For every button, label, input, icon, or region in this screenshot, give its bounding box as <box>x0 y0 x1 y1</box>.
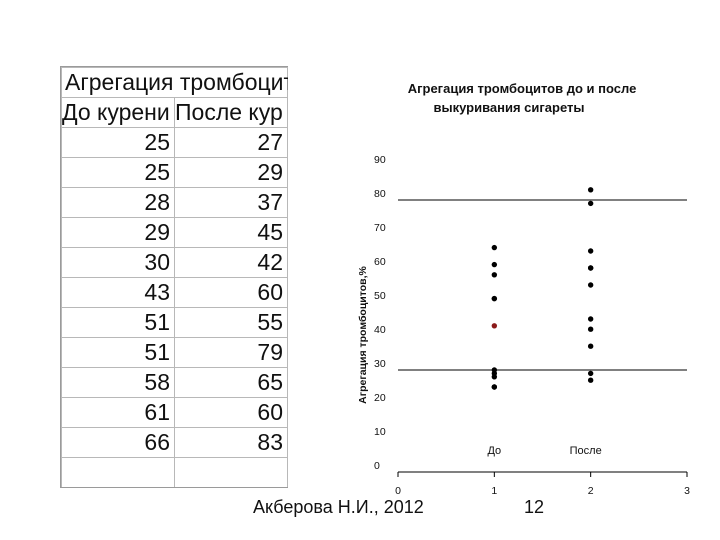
cell-after: 29 <box>174 157 288 188</box>
footer-author: Акберова Н.И., 2012 <box>253 497 424 517</box>
cell-after: 60 <box>174 277 288 308</box>
table-row: 29 45 <box>61 217 288 248</box>
data-point <box>587 343 594 349</box>
cell-before: 25 <box>61 127 175 158</box>
data-point <box>587 316 594 322</box>
cell-before: 29 <box>61 217 175 248</box>
x-tick-label: 1 <box>491 485 497 497</box>
empty-cell <box>175 488 288 489</box>
table-row: 43 60 <box>61 277 288 308</box>
chart-title-line2: выкуривания сигареты <box>433 100 584 115</box>
cell-before: 58 <box>61 367 175 398</box>
data-point <box>491 384 498 390</box>
scatter-chart: Агрегация тромбоцитов до и после выкурива… <box>357 81 690 497</box>
cell-after: 83 <box>174 427 288 458</box>
data-point <box>587 282 594 288</box>
chart-title-line1: Агрегация тромбоцитов до и после <box>408 81 637 96</box>
empty-cell <box>174 457 288 487</box>
data-point <box>491 367 498 373</box>
data-point <box>587 370 594 377</box>
y-tick-label: 10 <box>374 426 386 438</box>
data-point <box>491 295 498 302</box>
table-row: 58 65 <box>61 367 288 398</box>
data-point <box>587 377 594 383</box>
cell-before: 30 <box>61 247 175 278</box>
data-point <box>587 326 594 332</box>
table-row: 51 79 <box>61 337 288 368</box>
y-tick-label: 50 <box>374 290 386 302</box>
empty-cell <box>62 488 175 489</box>
cell-after: 65 <box>174 367 288 398</box>
header-after: После кур <box>174 97 288 128</box>
y-tick-label: 90 <box>374 154 386 166</box>
cell-after: 79 <box>174 337 288 368</box>
y-tick-label: 80 <box>374 188 386 200</box>
y-tick-label: 20 <box>374 392 386 404</box>
empty-row <box>62 488 288 489</box>
empty-cell <box>61 457 175 487</box>
spreadsheet: Агрегация тромбоцит До курени После кур … <box>60 66 288 488</box>
table-row: 25 29 <box>61 157 288 188</box>
x-tick-label: 3 <box>684 485 690 497</box>
cell-before: 61 <box>61 397 175 428</box>
y-tick-label: 0 <box>374 460 380 472</box>
y-tick-label: 60 <box>374 256 386 268</box>
data-point <box>587 200 594 207</box>
table-row: 25 27 <box>61 127 288 158</box>
table-row: 61 60 <box>61 397 288 428</box>
x-tick-label: 2 <box>588 485 594 497</box>
data-point <box>491 323 498 329</box>
cell-after: 37 <box>174 187 288 218</box>
page-number: 12 <box>524 497 545 517</box>
data-point <box>587 187 594 193</box>
empty-row <box>61 457 288 487</box>
category-label: После <box>570 445 602 457</box>
cell-after: 42 <box>174 247 288 278</box>
sheet-title: Агрегация тромбоцит <box>61 67 288 98</box>
table-row: 51 55 <box>61 307 288 338</box>
table-row: 28 37 <box>61 187 288 218</box>
cell-after: 27 <box>174 127 288 158</box>
y-tick-label: 70 <box>374 222 386 234</box>
cell-before: 28 <box>61 187 175 218</box>
table-row: 30 42 <box>61 247 288 278</box>
y-tick-label: 30 <box>374 358 386 370</box>
data-point <box>491 272 498 278</box>
cell-before: 25 <box>61 157 175 188</box>
cell-before: 66 <box>61 427 175 458</box>
cell-after: 60 <box>174 397 288 428</box>
cell-before: 51 <box>61 337 175 368</box>
cell-before: 43 <box>61 277 175 308</box>
category-label: До <box>487 445 501 457</box>
data-point <box>587 265 594 271</box>
y-tick-label: 40 <box>374 324 386 336</box>
cell-after: 55 <box>174 307 288 338</box>
table-row: 66 83 <box>61 427 288 458</box>
data-point <box>491 261 498 268</box>
data-point <box>491 244 498 251</box>
data-point <box>587 248 594 254</box>
cell-after: 45 <box>174 217 288 248</box>
x-tick-label: 0 <box>395 485 401 497</box>
y-axis-label: Агрегация тромбоцитов,% <box>357 265 369 403</box>
data-table: Агрегация тромбоцит До курени После кур … <box>61 67 288 489</box>
header-before: До курени <box>61 97 175 128</box>
cell-before: 51 <box>61 307 175 338</box>
